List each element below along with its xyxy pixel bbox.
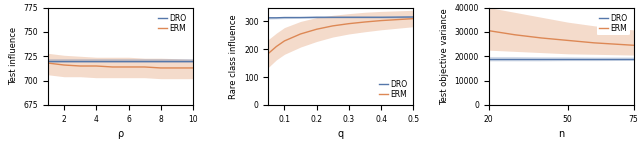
Y-axis label: Test influence: Test influence <box>9 27 18 85</box>
ERM <box>92 65 100 67</box>
ERM <box>590 42 598 44</box>
DRO <box>44 60 52 62</box>
ERM <box>361 21 369 23</box>
DRO <box>313 16 321 18</box>
ERM <box>511 34 519 36</box>
X-axis label: n: n <box>558 129 564 139</box>
ERM <box>410 18 417 20</box>
DRO <box>125 60 132 62</box>
DRO <box>280 17 288 18</box>
Line: ERM: ERM <box>268 19 413 53</box>
Y-axis label: Rare class influence: Rare class influence <box>229 14 239 99</box>
Line: ERM: ERM <box>48 63 193 68</box>
ERM <box>313 28 321 30</box>
DRO <box>361 16 369 18</box>
ERM <box>264 52 272 54</box>
ERM <box>52 63 60 65</box>
ERM <box>345 23 353 25</box>
Y-axis label: Test objective variance: Test objective variance <box>440 8 449 105</box>
DRO <box>141 60 148 62</box>
ERM <box>630 44 637 46</box>
ERM <box>377 20 385 21</box>
DRO <box>60 60 68 62</box>
Line: ERM: ERM <box>489 31 634 45</box>
Legend: DRO, ERM: DRO, ERM <box>156 11 189 35</box>
ERM <box>485 30 493 32</box>
DRO <box>377 16 385 18</box>
DRO <box>564 58 572 60</box>
X-axis label: q: q <box>338 129 344 139</box>
DRO <box>92 60 100 62</box>
Legend: DRO, ERM: DRO, ERM <box>596 11 630 35</box>
DRO <box>297 17 305 18</box>
DRO <box>157 60 164 62</box>
DRO <box>76 60 84 62</box>
ERM <box>329 25 337 27</box>
DRO <box>189 60 196 62</box>
DRO <box>264 17 272 19</box>
DRO <box>590 58 598 60</box>
ERM <box>125 66 132 68</box>
ERM <box>44 62 52 64</box>
ERM <box>157 67 164 69</box>
DRO <box>52 60 60 62</box>
ERM <box>280 40 288 42</box>
DRO <box>345 16 353 18</box>
Line: DRO: DRO <box>268 17 413 18</box>
DRO <box>329 16 337 18</box>
X-axis label: ρ: ρ <box>117 129 124 139</box>
DRO <box>109 60 116 62</box>
ERM <box>273 46 280 47</box>
ERM <box>538 37 545 39</box>
ERM <box>189 67 196 69</box>
Legend: DRO, ERM: DRO, ERM <box>376 77 410 101</box>
ERM <box>564 39 572 41</box>
DRO <box>273 17 280 19</box>
ERM <box>141 66 148 68</box>
ERM <box>297 33 305 35</box>
DRO <box>630 58 637 60</box>
ERM <box>76 65 84 67</box>
DRO <box>410 16 417 18</box>
ERM <box>60 64 68 66</box>
DRO <box>511 58 519 60</box>
ERM <box>109 66 116 68</box>
DRO <box>485 58 493 60</box>
DRO <box>538 58 545 60</box>
